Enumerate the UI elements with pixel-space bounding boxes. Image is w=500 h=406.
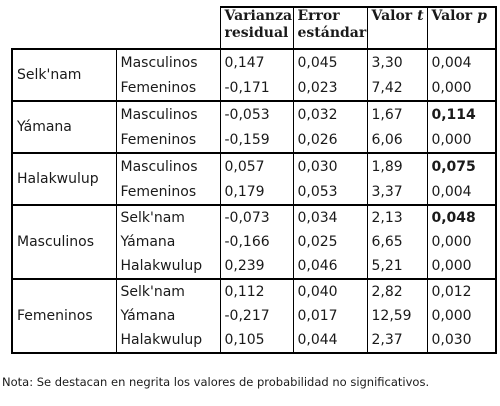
error-cell: 0,030 [292, 152, 367, 179]
varianza-cell: 0,147 [219, 48, 293, 75]
valor-t-cell: 3,37 [366, 179, 427, 206]
valor-p-cell: 0,000 [426, 127, 497, 154]
error-cell: 0,017 [292, 304, 367, 328]
valor-t-cell: 7,42 [366, 75, 427, 102]
error-cell: 0,044 [292, 328, 367, 354]
header-valor-t-text: Valor [371, 8, 418, 24]
table-row: Yámana Masculinos -0,053 0,032 1,67 0,114 [11, 100, 497, 154]
subgroup-label: Selk'nam [115, 204, 220, 230]
header-varianza-line1: Varianza [224, 8, 293, 24]
header-valor-p: Valor p [426, 6, 497, 50]
varianza-cell: 0,112 [219, 278, 293, 304]
header-valor-t: Valor t [366, 6, 427, 50]
error-cell: 0,032 [292, 100, 367, 127]
valor-p-cell: 0,000 [426, 254, 497, 280]
corner-cell [12, 7, 116, 49]
group-label: Selk'nam [11, 48, 117, 102]
table-row: Femeninos -0,159 0,026 6,06 0,000 [12, 127, 497, 154]
header-valor-t-var: t [417, 8, 424, 24]
valor-p-cell: 0,075 [426, 152, 497, 179]
subgroup-label: Yámana [115, 230, 220, 254]
group-label: Yámana [11, 100, 117, 154]
valor-p-cell: 0,004 [426, 179, 497, 206]
valor-t-cell: 1,89 [366, 152, 427, 179]
varianza-cell: 0,179 [219, 179, 293, 206]
valor-p-cell: 0,000 [426, 75, 497, 102]
error-cell: 0,040 [292, 278, 367, 304]
valor-t-cell: 6,65 [366, 230, 427, 254]
table-note: Nota: Se destacan en negrita los valores… [2, 375, 430, 389]
valor-t-cell: 2,37 [366, 328, 427, 354]
valor-t-cell: 1,67 [366, 100, 427, 127]
varianza-cell: -0,171 [219, 75, 293, 102]
group-label: Femeninos [11, 278, 117, 354]
subgroup-label: Femeninos [115, 75, 220, 102]
header-error-line2: estándar [297, 25, 367, 41]
valor-p-cell: 0,000 [426, 230, 497, 254]
table-container: Varianza residual Error estándar Valor t… [11, 6, 497, 354]
corner-cell [116, 7, 220, 49]
valor-t-cell: 2,82 [366, 278, 427, 304]
error-cell: 0,046 [292, 254, 367, 280]
subgroup-label: Masculinos [115, 100, 220, 127]
table-row: Yámana -0,166 0,025 6,65 0,000 [12, 230, 497, 254]
valor-p-cell: 0,030 [426, 328, 497, 354]
error-cell: 0,034 [292, 204, 367, 230]
subgroup-label: Femeninos [115, 127, 220, 154]
varianza-cell: -0,166 [219, 230, 293, 254]
table-row: Femeninos Selk'nam 0,112 0,040 2,82 0,012 [11, 278, 497, 354]
subgroup-label: Selk'nam [115, 278, 220, 304]
table-body: Selk'nam Masculinos 0,147 0,045 3,30 0,004 Fem… [11, 48, 497, 354]
valor-p-cell: 0,012 [426, 278, 497, 304]
header-error-line1: Error [297, 8, 340, 24]
table-row: Masculinos Selk'nam -0,073 0,034 2,13 0,048 [11, 204, 497, 280]
header-valor-p-var: p [477, 8, 487, 24]
valor-p-cell: 0,000 [426, 304, 497, 328]
table-row: Halakwulup 0,105 0,044 2,37 0,030 [12, 328, 497, 354]
varianza-cell: 0,057 [219, 152, 293, 179]
header-error: Error estándar [292, 6, 367, 50]
subgroup-label: Yámana [115, 304, 220, 328]
subgroup-label: Masculinos [115, 152, 220, 179]
error-cell: 0,023 [292, 75, 367, 102]
table-row: Femeninos 0,179 0,053 3,37 0,004 [12, 179, 497, 206]
valor-t-cell: 2,13 [366, 204, 427, 230]
table-row: Halakwulup 0,239 0,046 5,21 0,000 [12, 254, 497, 280]
varianza-cell: -0,159 [219, 127, 293, 154]
varianza-cell: -0,053 [219, 100, 293, 127]
table-row: Selk'nam Masculinos 0,147 0,045 3,30 0,004 [11, 48, 497, 102]
subgroup-label: Halakwulup [115, 254, 220, 280]
varianza-cell: -0,073 [219, 204, 293, 230]
varianza-cell: 0,105 [219, 328, 293, 354]
group-label: Masculinos [11, 204, 117, 280]
table-row: Halakwulup Masculinos 0,057 0,030 1,89 0,075 [11, 152, 497, 206]
header-valor-p-text: Valor [431, 8, 478, 24]
valor-t-cell: 12,59 [366, 304, 427, 328]
valor-p-cell: 0,114 [426, 100, 497, 127]
error-cell: 0,026 [292, 127, 367, 154]
table-row: Femeninos -0,171 0,023 7,42 0,000 [12, 75, 497, 102]
table-row: Yámana -0,217 0,017 12,59 0,000 [12, 304, 497, 328]
header-varianza: Varianza residual [219, 6, 293, 50]
varianza-cell: 0,239 [219, 254, 293, 280]
header-varianza-line2: residual [224, 25, 289, 41]
subgroup-label: Femeninos [115, 179, 220, 206]
valor-t-cell: 6,06 [366, 127, 427, 154]
varianza-cell: -0,217 [219, 304, 293, 328]
statistics-table: Varianza residual Error estándar Valor t… [11, 6, 497, 354]
subgroup-label: Halakwulup [115, 328, 220, 354]
error-cell: 0,025 [292, 230, 367, 254]
error-cell: 0,053 [292, 179, 367, 206]
valor-t-cell: 5,21 [366, 254, 427, 280]
subgroup-label: Masculinos [115, 48, 220, 75]
header-row: Varianza residual Error estándar Valor t… [12, 6, 497, 50]
valor-t-cell: 3,30 [366, 48, 427, 75]
valor-p-cell: 0,004 [426, 48, 497, 75]
error-cell: 0,045 [292, 48, 367, 75]
group-label: Halakwulup [11, 152, 117, 206]
valor-p-cell: 0,048 [426, 204, 497, 230]
